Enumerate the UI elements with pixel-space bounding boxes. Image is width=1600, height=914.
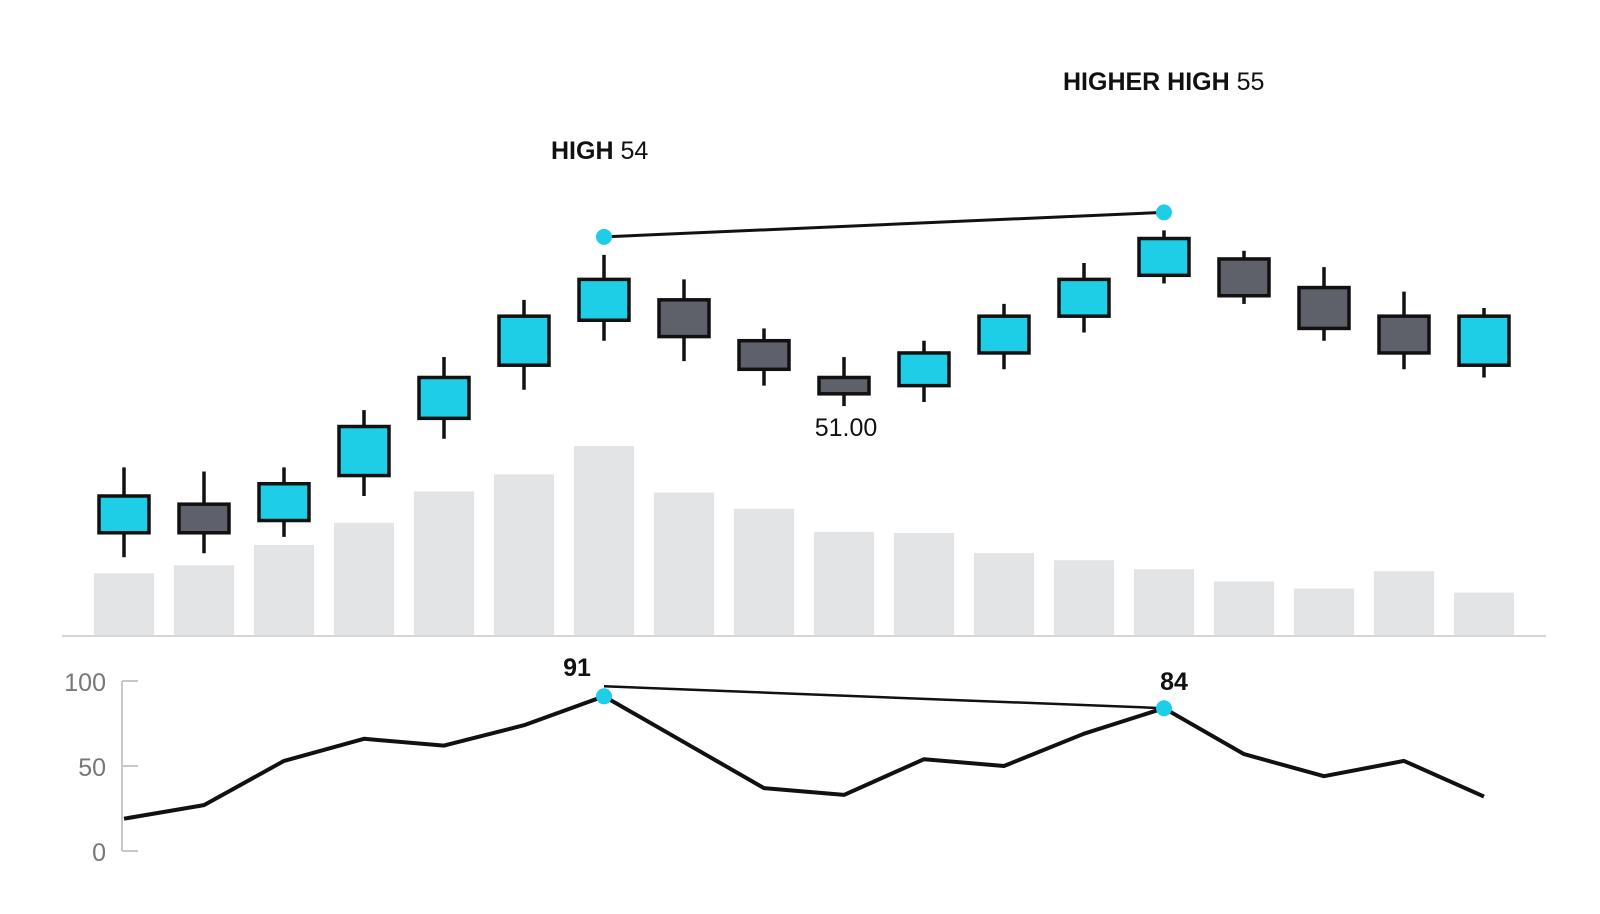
candle <box>1377 291 1431 370</box>
volume-bar <box>334 522 394 636</box>
oscillator-divergence-line <box>603 685 1165 710</box>
candle <box>337 410 391 496</box>
oscillator-peak-label-91: 91 <box>563 654 591 682</box>
volume-bar <box>654 492 714 636</box>
higher-high-annotation-value: 55 <box>1237 68 1265 96</box>
candle <box>577 254 631 341</box>
higher-high-annotation: HIGHER HIGH 55 <box>1063 68 1264 96</box>
high-annotation-value: 54 <box>620 137 648 165</box>
volume-bar <box>254 545 314 636</box>
candle <box>1057 263 1111 333</box>
candle <box>1297 267 1351 341</box>
candle <box>897 340 951 402</box>
candle-body <box>1137 236 1191 278</box>
candle-body <box>897 351 951 388</box>
volume-bar <box>1054 560 1114 636</box>
oscillator-axis: 100 50 0 <box>64 669 138 867</box>
candle-body <box>1057 277 1111 318</box>
oscillator-tick-label-100: 100 <box>64 669 106 697</box>
oscillator-peak-label-84: 84 <box>1160 668 1188 696</box>
volume-bar <box>974 553 1034 636</box>
candle-body <box>1457 314 1511 367</box>
candle <box>417 357 471 439</box>
oscillator-peak-marker <box>1156 700 1172 717</box>
candle-body <box>817 375 871 396</box>
volume-bar <box>814 531 874 636</box>
oscillator-line <box>123 694 1485 821</box>
volume-bar <box>414 491 474 636</box>
volume-bar <box>1374 571 1434 636</box>
candle <box>177 471 231 554</box>
price-divergence-line <box>596 204 1172 245</box>
oscillator-peak-marker <box>596 688 612 705</box>
candle-body <box>1377 314 1431 355</box>
candle <box>257 467 311 537</box>
candle <box>737 328 791 386</box>
volume-bars <box>94 446 1514 636</box>
volume-bar <box>1294 588 1354 636</box>
volume-bar <box>494 474 554 636</box>
candle <box>1137 230 1191 284</box>
volume-bar <box>574 446 634 636</box>
candle <box>1217 250 1271 304</box>
divergence-line <box>603 210 1165 239</box>
candle-body <box>1297 285 1351 331</box>
candle <box>1457 308 1511 378</box>
candle <box>97 467 151 558</box>
candle-body <box>497 314 551 367</box>
candle-body <box>657 298 711 339</box>
higher-high-marker <box>1156 204 1172 221</box>
high-annotation-label: HIGH <box>551 137 614 165</box>
candle <box>657 279 711 362</box>
price-annotations: HIGH 54 HIGHER HIGH 55 51.00 <box>551 68 1264 442</box>
oscillator-annotations: 91 84 <box>563 654 1188 696</box>
volume-bar <box>1134 569 1194 636</box>
volume-bar <box>734 508 794 636</box>
candle-body <box>97 494 151 535</box>
volume-bar <box>1214 581 1274 636</box>
candle-body <box>577 277 631 323</box>
oscillator-tick-label-50: 50 <box>78 754 106 782</box>
candle-body <box>417 375 471 421</box>
volume-bar <box>94 573 154 636</box>
higher-high-annotation-label: HIGHER HIGH <box>1063 68 1230 96</box>
candle <box>497 299 551 390</box>
candle-body <box>257 481 311 523</box>
candle <box>817 357 871 407</box>
volume-bar <box>1454 592 1514 636</box>
volume-bar <box>894 532 954 636</box>
candle-body <box>1217 257 1271 298</box>
oscillator-tick-label-0: 0 <box>92 839 106 867</box>
candle-body <box>737 338 791 372</box>
oscillator-line-series <box>123 685 1485 821</box>
swing-high-marker <box>596 228 612 245</box>
high-annotation: HIGH 54 <box>551 137 648 165</box>
candle-body <box>337 424 391 478</box>
swing-low-label: 51.00 <box>815 414 878 442</box>
candle-body <box>977 314 1031 355</box>
candle-body <box>177 502 231 535</box>
candle <box>977 303 1031 370</box>
candlesticks <box>97 230 1511 558</box>
volume-bar <box>174 565 234 636</box>
